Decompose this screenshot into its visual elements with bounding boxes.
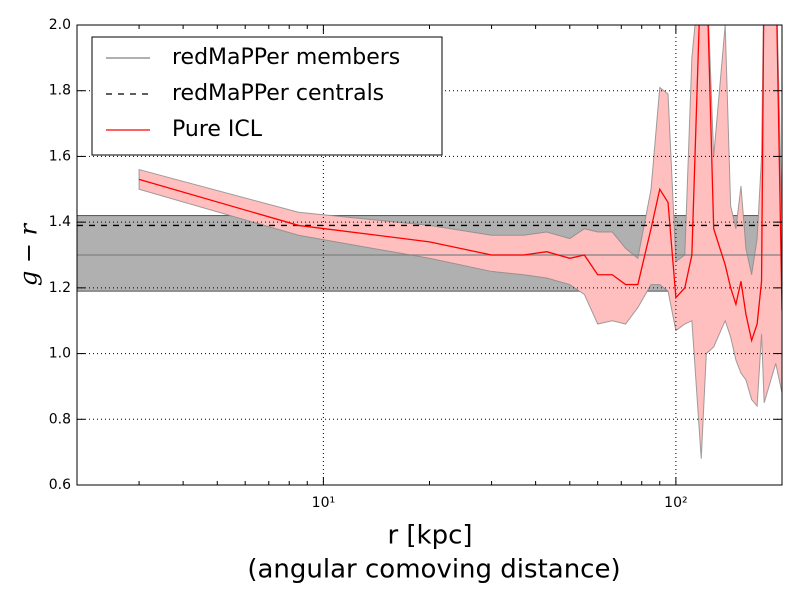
data-line [138,25,782,343]
legend-label: redMaPPer members [172,45,400,70]
legend-label: Pure ICL [172,117,263,142]
x-tick-label: 10¹ [312,495,335,511]
y-tick-label: 2.0 [49,17,71,33]
y-tick-label: 1.2 [49,280,71,296]
legend-label: redMaPPer centrals [172,81,384,106]
y-axis-label: g − r [15,222,43,286]
y-tick-label: 1.8 [49,83,71,99]
legend-box [91,36,443,156]
y-tick-label: 0.8 [49,411,71,427]
y-tick-label: 1.6 [49,148,71,164]
x-tick-label: 10² [664,495,687,511]
y-tick-label: 1.4 [49,214,71,230]
y-tick-label: 1.0 [49,346,71,362]
x-axis-note: (angular comoving distance) [247,555,620,585]
y-tick-label: 0.6 [49,477,71,493]
axes: 10¹ 10² 0.6 0.8 1.0 1.2 1.4 1.6 1.8 2.0 [49,17,783,511]
legend: redMaPPer members redMaPPer centrals Pure … [91,36,443,156]
x-axis-label: r [kpc] [387,521,472,551]
